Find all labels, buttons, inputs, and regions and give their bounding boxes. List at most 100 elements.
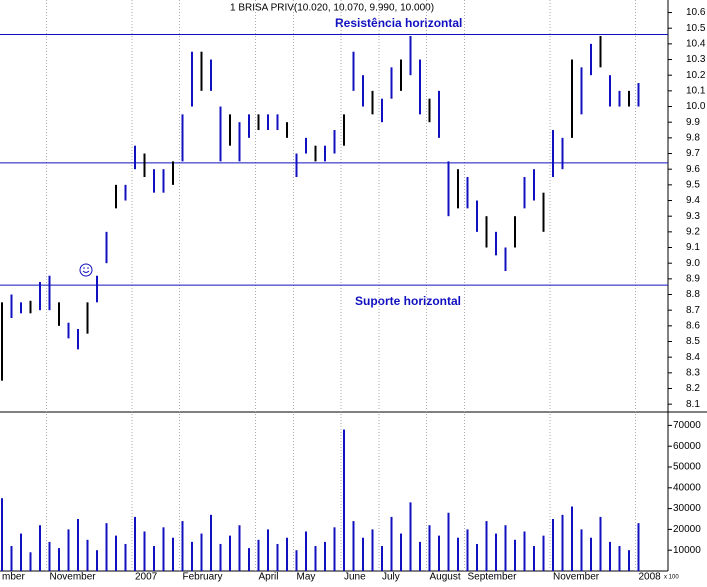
volume-bar [191,541,193,571]
volume-bar [419,541,421,571]
volume-bar [229,535,231,571]
x-tick-label: November [50,572,97,582]
volume-bar [504,525,507,571]
volume-bar [628,550,630,571]
volume-bar [143,531,146,571]
y-tick-label: 8.6 [686,320,700,331]
y-tick-label: 9.3 [686,211,700,222]
y-tick-label: 8.7 [686,305,700,316]
volume-bar [48,541,51,571]
smiley [79,263,93,277]
volume-bar [86,539,89,571]
x-tick-label: September [468,572,518,582]
x-tick-label: August [430,572,461,582]
volume-bar [276,543,279,571]
y-tick-label: 10.4 [686,39,706,50]
volume-bar [571,506,573,571]
x-tick-label: 2007 [135,572,158,582]
volume-bar [1,498,3,571]
volume-bar [58,548,60,571]
y-tick-label: 8.4 [686,352,700,363]
y2-tick-label: 10000 [673,545,701,556]
volume-bar [552,519,554,571]
y-tick-label: 9.6 [686,164,700,175]
volume-bar [618,546,621,571]
volume-bar [20,533,22,571]
volume-bar [485,521,488,571]
volume-bar [324,541,326,571]
x-tick-label: February [183,572,223,582]
volume-bar [305,531,307,571]
volume-bar [153,546,155,571]
volume-bar [609,541,611,571]
volume-bar [134,516,136,571]
volume-bar [362,537,364,571]
y-tick-label: 10.5 [686,23,706,34]
y2-tick-label: 70000 [673,420,701,431]
volume-bar [400,533,402,571]
y2-tick-label: 40000 [673,482,701,493]
volume-bar [67,529,70,571]
volume-bar [381,546,383,571]
x-tick-label: July [382,572,400,582]
y-tick-label: 10.6 [686,7,706,18]
annotation: Suporte horizontal [355,294,461,308]
annotation: Resistência horizontal [335,16,462,30]
volume-bar [200,533,203,571]
y-tick-label: 9.5 [686,179,700,190]
volume-bar [162,527,165,571]
volume-bar [457,537,459,571]
volume-bar [248,548,250,571]
y-tick-label: 9.8 [686,132,700,143]
y-tick-label: 8.8 [686,289,700,300]
volume-bar [590,537,592,571]
volume-bar [390,516,393,571]
x-tick-label: April [259,572,279,582]
volume-bar [29,552,32,571]
volume-bar [105,523,108,571]
y-tick-label: 10.3 [686,54,706,65]
y-tick-label: 9.4 [686,195,700,206]
volume-bar [115,535,117,571]
volume-bar [77,519,79,571]
volume-bar [371,529,374,571]
x-tick-label: June [344,572,366,582]
y-tick-label: 8.2 [686,383,700,394]
volume-bar [10,546,13,571]
volume-bar [514,539,516,571]
volume-bar [96,550,98,571]
y-tick-label: 9.1 [686,242,700,253]
x-tick-label: May [297,572,316,582]
y2-tick-label: 20000 [673,524,701,535]
volume-bar [314,546,317,571]
volume-bar [286,537,288,571]
x-tick-label: 2008 [639,572,662,582]
volume-bar [219,543,222,571]
volume-bar [267,529,269,571]
y-tick-label: 8.9 [686,273,700,284]
y2-tick-label: 50000 [673,462,701,473]
y2-tick-label: 60000 [673,441,701,452]
y-tick-label: 8.5 [686,336,700,347]
y-tick-label: 8.3 [686,367,700,378]
y-tick-label: 9.0 [686,258,700,269]
volume-bar [580,529,583,571]
volume-bar [352,521,355,571]
volume-bar [257,539,260,571]
volume-bar [295,550,298,571]
volume-bar [495,533,497,571]
x-tick-label: November [553,572,600,582]
volume-bar [599,516,602,571]
volume-bar [438,535,440,571]
y-tick-label: 8.1 [686,399,700,410]
y-tick-label: 10.2 [686,70,706,81]
volume-bar [210,514,212,571]
volume-bar [333,527,336,571]
volume-bar [466,529,469,571]
chart-title: 1 BRISA PRIV(10.020, 10.070, 9.990, 10.0… [230,3,434,14]
volume-bar [343,429,345,571]
volume-bar [523,531,526,571]
volume-bar [476,543,478,571]
